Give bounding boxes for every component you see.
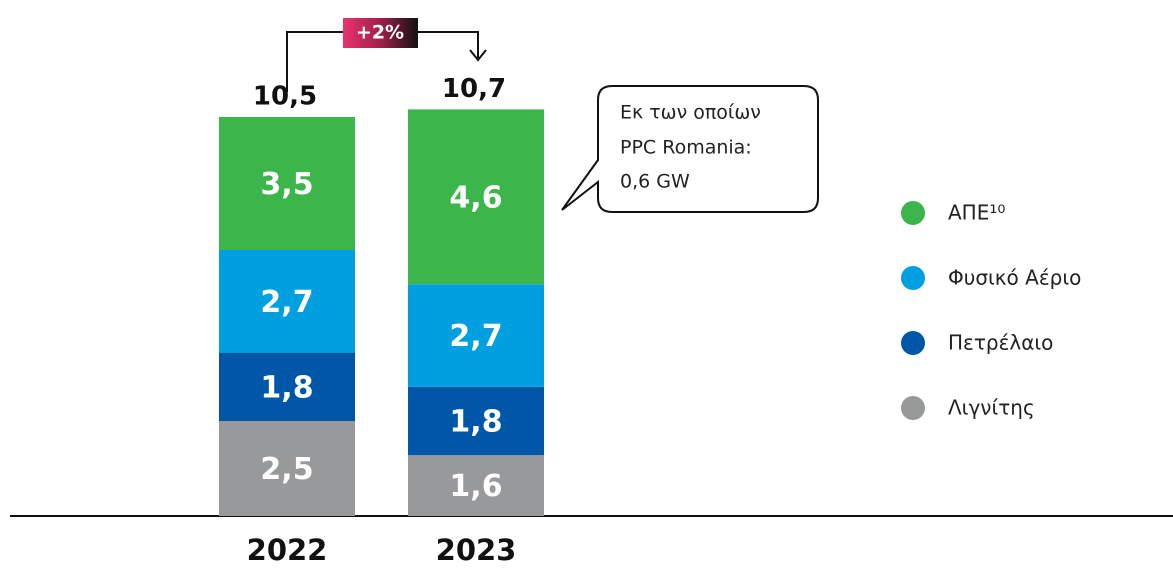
value-label: 1,8 [449, 405, 502, 440]
bar-segment [219, 250, 355, 353]
legend-swatch [901, 201, 925, 225]
value-label: 2,7 [449, 319, 502, 354]
total-label: 10,5 [253, 82, 317, 112]
legend-label: ΑΠΕ¹⁰ [948, 201, 1005, 225]
value-label: 2,5 [260, 452, 313, 487]
bar-segment [219, 117, 355, 250]
callout-text: 0,6 GW [620, 171, 690, 193]
total-label: 10,7 [442, 74, 506, 104]
value-label: 4,6 [449, 180, 502, 215]
change-badge [343, 18, 418, 48]
value-label: 3,5 [260, 167, 313, 202]
value-label: 1,6 [449, 469, 502, 504]
legend-label: Πετρέλαιο [948, 331, 1053, 355]
legend-label: Φυσικό Αέριο [948, 266, 1081, 290]
x-tick-label: 2023 [436, 533, 517, 567]
bar-segment [408, 109, 544, 285]
change-label: +2% [356, 22, 404, 44]
legend-swatch [901, 266, 925, 290]
callout-text: Εκ των οποίων [620, 102, 761, 124]
legend-swatch [901, 331, 925, 355]
value-label: 2,7 [260, 285, 313, 320]
bar-segment [408, 386, 544, 456]
arrow-head [469, 49, 487, 62]
callout-box [561, 85, 819, 213]
legend-label: Λιγνίτης [948, 396, 1035, 420]
bar-segment [408, 284, 544, 387]
bar-segment [219, 421, 355, 516]
legend-swatch [901, 396, 925, 420]
bar-segment [219, 352, 355, 421]
bar-segment [408, 455, 544, 516]
callout-text: PPC Romania: [620, 137, 752, 159]
x-tick-label: 2022 [247, 533, 328, 567]
value-label: 1,8 [260, 370, 313, 405]
